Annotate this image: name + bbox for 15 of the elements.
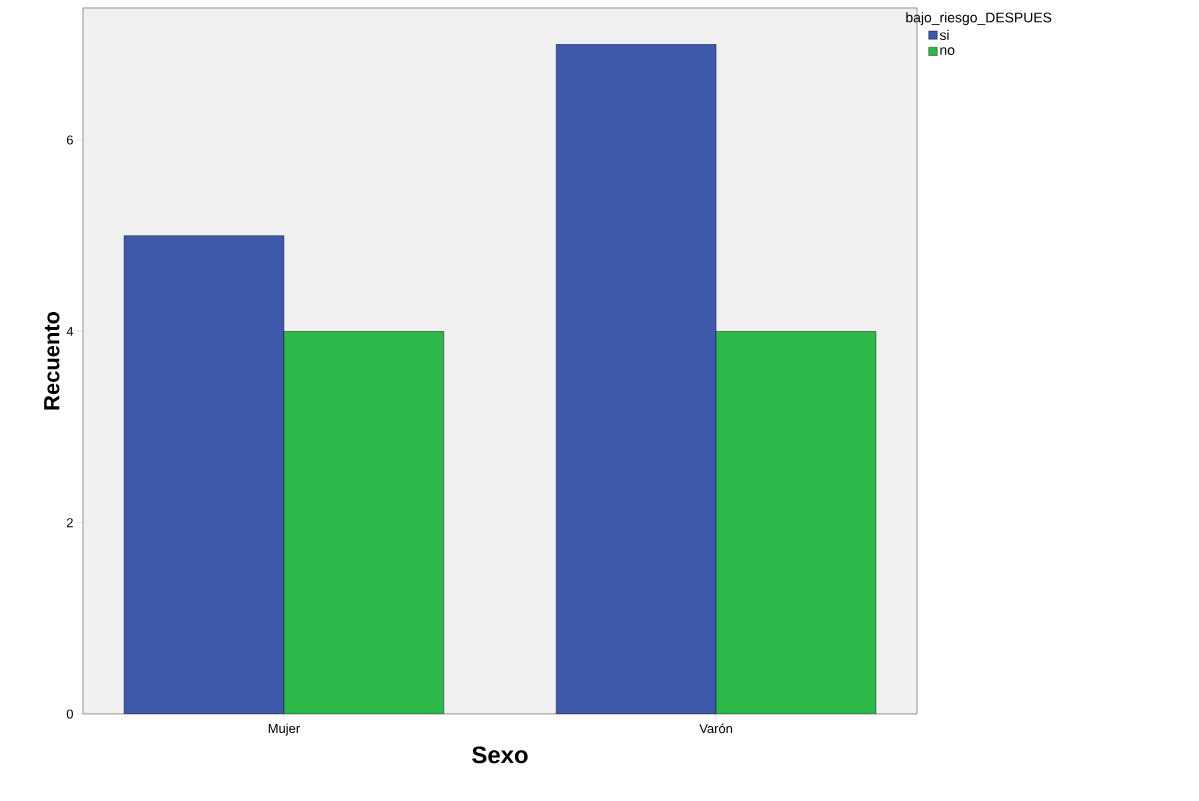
x-tick-label: Mujer [268,723,300,736]
y-tick-label: 4 [66,326,74,336]
y-tick-label: 2 [66,518,73,528]
bar [715,331,877,714]
x-tick-label: Varón [699,723,733,734]
x-axis-title: Sexo [472,746,528,764]
bar [123,235,285,714]
bar [555,44,717,714]
bar [283,331,445,714]
y-tick-label: 6 [66,135,73,145]
legend-title: bajo_riesgo_DESPUES [906,12,1052,26]
y-tick-label: 0 [66,709,73,719]
legend-label: no [940,47,955,55]
y-axis-title: Recuento [44,311,60,410]
legend-label: si [939,29,949,40]
